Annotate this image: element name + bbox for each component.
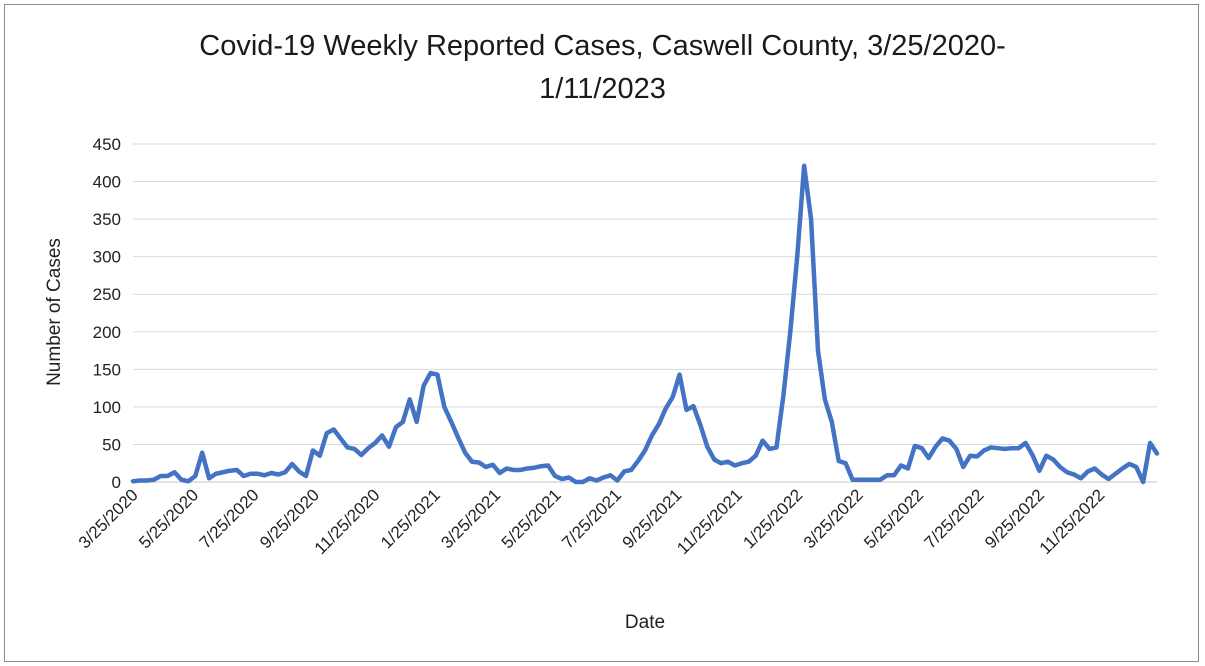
x-axis-ticks: 3/25/20205/25/20207/25/20209/25/202011/2… <box>75 485 1109 558</box>
y-tick-label: 150 <box>93 360 121 379</box>
y-axis-label: Number of Cases <box>44 238 65 386</box>
x-tick-label: 7/25/2020 <box>196 485 263 552</box>
y-tick-label: 300 <box>93 248 121 267</box>
chart-title-line-2: 1/11/2023 <box>539 73 666 105</box>
y-tick-label: 450 <box>93 135 121 154</box>
x-tick-label: 7/25/2021 <box>558 485 625 552</box>
y-tick-label: 50 <box>102 435 121 454</box>
x-tick-label: 3/25/2020 <box>75 485 142 552</box>
chart-frame <box>4 4 1199 662</box>
x-tick-label: 11/25/2021 <box>673 485 746 558</box>
x-tick-label: 5/25/2022 <box>860 485 927 552</box>
y-tick-label: 0 <box>112 473 121 492</box>
x-tick-label: 5/25/2021 <box>498 485 565 552</box>
gridlines <box>133 143 1157 445</box>
y-tick-label: 250 <box>93 285 121 304</box>
x-tick-label: 3/25/2021 <box>437 485 504 552</box>
x-tick-label: 11/25/2020 <box>311 485 384 558</box>
chart-title-line-1: Covid-19 Weekly Reported Cases, Caswell … <box>199 30 1006 62</box>
series-line-weekly-cases <box>130 163 1160 485</box>
x-axis-label: Date <box>625 612 665 633</box>
x-tick-label: 11/25/2022 <box>1036 485 1109 558</box>
y-axis-ticks: 0 50 100 150 200 250 300 350 400 450 <box>93 135 121 492</box>
x-tick-label: 1/25/2022 <box>739 485 806 552</box>
x-tick-label: 1/25/2021 <box>377 485 444 552</box>
y-tick-label: 200 <box>93 323 121 342</box>
x-tick-label: 7/25/2022 <box>921 485 988 552</box>
y-tick-label: 400 <box>93 173 121 192</box>
x-tick-label: 3/25/2022 <box>800 485 867 552</box>
x-tick-label: 5/25/2020 <box>135 485 202 552</box>
series-group <box>130 163 1160 485</box>
y-tick-label: 350 <box>93 210 121 229</box>
y-tick-label: 100 <box>93 398 121 417</box>
